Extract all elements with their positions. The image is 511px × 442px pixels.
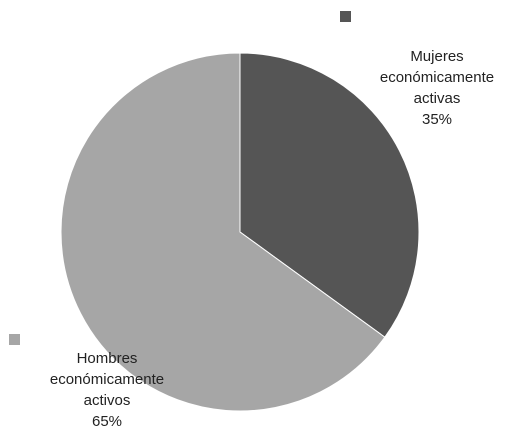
data-label-1-line-2: activos [84,392,131,409]
data-label-1-line-0: Hombres [77,350,138,367]
data-label-0-line-0: Mujeres [410,48,463,65]
pie-slice-0 [239,52,420,338]
data-label-0: Mujeres económicamente activas 35% [380,48,494,128]
data-label-0-line-3: 35% [422,111,452,128]
data-label-1-line-1: económicamente [50,371,164,388]
data-label-0-line-1: económicamente [380,69,494,86]
data-label-1: Hombres económicamente activos 65% [50,350,164,430]
legend-marker-0 [340,11,351,22]
data-label-0-line-2: activas [414,90,461,107]
pie-slice-1 [60,52,386,412]
legend-marker-1 [9,334,20,345]
data-label-1-line-3: 65% [92,413,122,430]
